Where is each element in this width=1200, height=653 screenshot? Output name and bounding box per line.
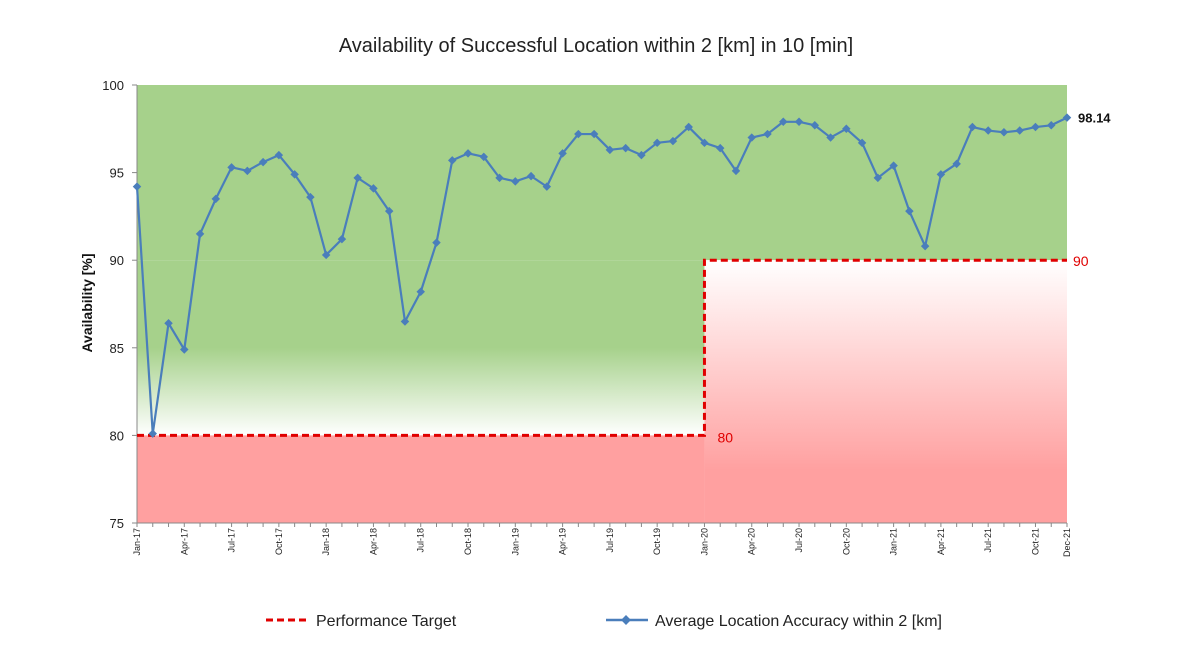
y-axis-label: Availability [%] xyxy=(79,253,95,352)
accuracy-line xyxy=(135,116,1068,435)
x-tick-label: Jul-17 xyxy=(227,528,237,553)
bg-gradient-left xyxy=(137,260,705,436)
legend-accuracy-swatch-marker xyxy=(621,615,631,625)
x-tick-label: Dec-21 xyxy=(1062,528,1072,557)
y-tick-label: 95 xyxy=(110,166,124,181)
data-point xyxy=(148,429,158,438)
data-point xyxy=(258,157,268,167)
legend-accuracy-label: Average Location Accuracy within 2 [km] xyxy=(655,613,942,630)
y-tick-label: 100 xyxy=(102,78,124,93)
data-point xyxy=(495,173,504,183)
data-point xyxy=(463,149,473,158)
x-tick-label: Jul-20 xyxy=(794,528,804,553)
x-tick-label: Jan-18 xyxy=(321,528,331,556)
data-point xyxy=(416,287,425,296)
legend: Performance Target Average Location Accu… xyxy=(266,613,942,630)
data-point xyxy=(243,166,252,176)
data-point xyxy=(132,182,142,191)
x-tick-label: Oct-18 xyxy=(463,528,473,555)
y-tick-label: 85 xyxy=(110,341,124,356)
data-point xyxy=(353,173,362,183)
x-tick-label: Jan-20 xyxy=(699,528,709,556)
x-tick-label: Oct-19 xyxy=(652,528,662,555)
x-tick-label: Jan-21 xyxy=(889,528,899,556)
y-tick-label: 90 xyxy=(110,253,124,268)
x-tick-label: Jan-17 xyxy=(132,528,142,556)
data-point xyxy=(227,163,236,172)
data-point xyxy=(274,150,284,160)
x-tick-label: Apr-21 xyxy=(936,528,946,555)
data-point xyxy=(290,170,299,179)
x-tick-label: Oct-21 xyxy=(1030,528,1040,555)
performance-target-series xyxy=(137,258,1067,437)
data-point xyxy=(321,250,331,260)
annotations: 98.14 80 90 xyxy=(717,111,1111,446)
x-tick-label: Apr-17 xyxy=(179,528,189,555)
x-tick-label: Apr-18 xyxy=(368,528,378,555)
target-label-80: 80 xyxy=(717,429,733,445)
target-label-90: 90 xyxy=(1073,253,1089,269)
data-point xyxy=(337,234,347,244)
data-point xyxy=(369,184,378,193)
bg-gradient-right xyxy=(704,260,1067,523)
data-point xyxy=(384,206,394,216)
chart-title: Availability of Successful Location with… xyxy=(339,35,853,57)
bg-red-bottom xyxy=(137,435,705,523)
plot-background xyxy=(137,85,1067,523)
data-point xyxy=(211,194,221,204)
data-point xyxy=(400,317,410,326)
data-point xyxy=(448,156,457,165)
x-tick-label: Apr-19 xyxy=(558,528,568,555)
x-tick-label: Oct-20 xyxy=(841,528,851,555)
legend-target-label: Performance Target xyxy=(316,613,457,630)
data-point xyxy=(306,192,315,202)
performance-target-line xyxy=(137,258,1067,437)
axes: 75 80 85 90 95 100 Jan-17 Apr-17 Jul-17 Oct-17 Jan… xyxy=(102,78,1072,557)
last-value-label: 98.14 xyxy=(1078,111,1111,126)
y-tick-label: 80 xyxy=(110,428,124,443)
x-tick-label: Jul-18 xyxy=(416,528,426,553)
x-tick-label: Jul-19 xyxy=(605,528,615,553)
data-point xyxy=(479,152,489,162)
y-tick-label: 75 xyxy=(110,516,124,531)
x-tick-label: Oct-17 xyxy=(274,528,284,555)
data-point xyxy=(164,319,173,328)
data-point xyxy=(195,229,205,239)
data-point xyxy=(432,238,441,247)
x-tick-label: Jul-21 xyxy=(983,528,993,553)
x-tick-label: Apr-20 xyxy=(747,528,757,555)
data-point xyxy=(180,345,189,354)
x-tick-label: Jan-19 xyxy=(510,528,520,556)
